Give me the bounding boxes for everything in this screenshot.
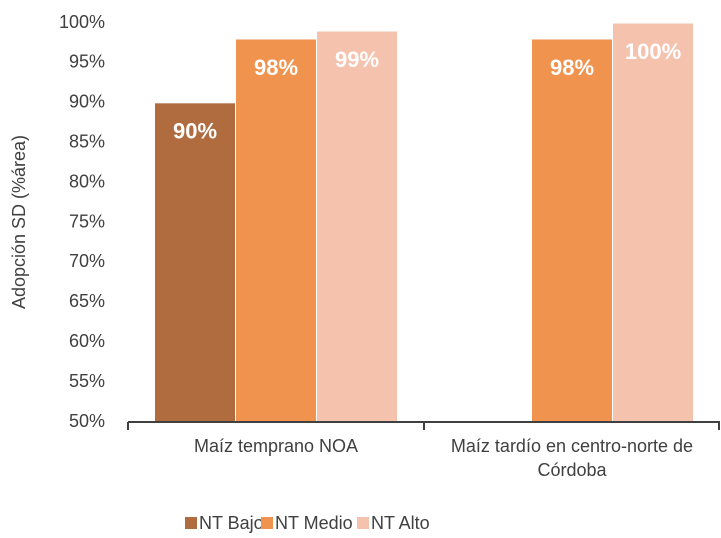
y-tick-label: 50% <box>69 411 105 431</box>
value-label: 98% <box>550 55 594 80</box>
y-tick-label: 100% <box>59 12 105 32</box>
y-tick-label: 95% <box>69 52 105 72</box>
value-label: 90% <box>173 119 217 144</box>
y-tick-label: 70% <box>69 251 105 271</box>
bar <box>154 102 236 423</box>
x-tick-label: Maíz temprano NOA <box>193 436 359 456</box>
bar <box>531 38 613 423</box>
bar <box>235 38 317 423</box>
bar <box>612 22 694 423</box>
y-tick-label: 80% <box>69 171 105 191</box>
value-label: 99% <box>335 47 379 72</box>
y-tick-label: 65% <box>69 291 105 311</box>
y-tick-label: 90% <box>69 92 105 112</box>
legend-label: NT Bajo <box>199 513 264 533</box>
value-label: 100% <box>625 39 681 64</box>
legend-label: NT Alto <box>371 513 430 533</box>
bar <box>316 30 398 423</box>
y-axis-label: Adopción SD (%área) <box>9 135 29 309</box>
value-label: 98% <box>254 55 298 80</box>
legend-swatch <box>185 517 197 529</box>
y-tick-label: 60% <box>69 331 105 351</box>
legend-swatch <box>357 517 369 529</box>
x-tick-label: Maíz tardío en centro-norte de Córdoba <box>450 436 694 480</box>
y-tick-label: 55% <box>69 371 105 391</box>
y-tick-label: 85% <box>69 131 105 151</box>
legend-label: NT Medio <box>275 513 353 533</box>
y-tick-label: 75% <box>69 211 105 231</box>
legend-swatch <box>261 517 273 529</box>
